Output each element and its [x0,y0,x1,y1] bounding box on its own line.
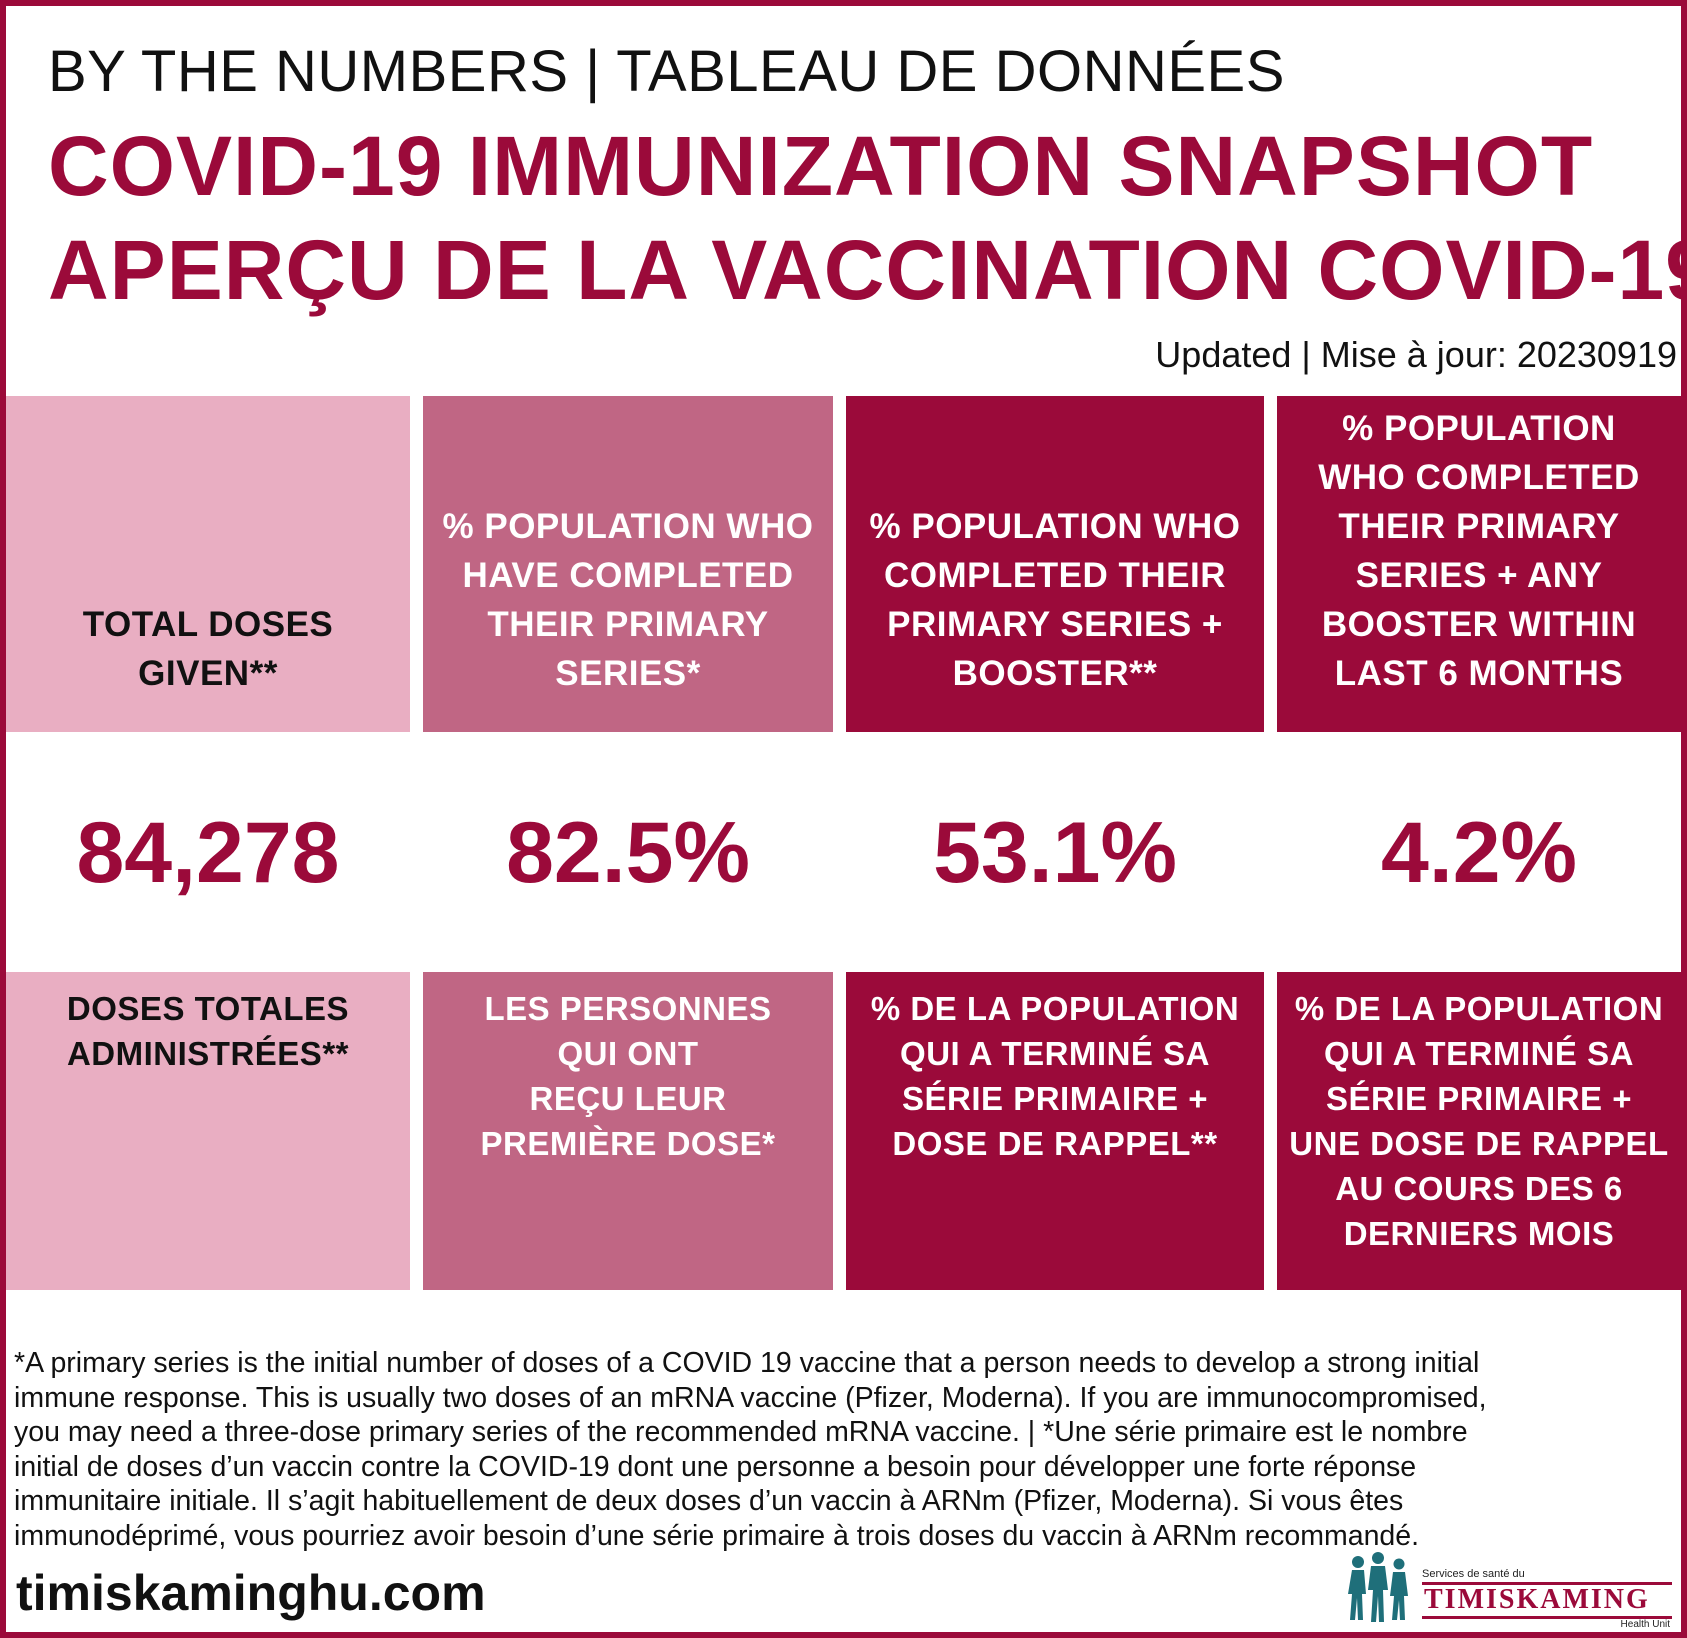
logo-name: TIMISKAMING [1424,1584,1650,1615]
card-3-value: 53.1% [933,805,1177,901]
card-2-label-fr: LES PERSONNES QUI ONT REÇU LEUR PREMIÈRE… [423,972,833,1290]
card-1-label-en: TOTAL DOSES GIVEN** [6,396,410,732]
card-3-label-en: % POPULATION WHO COMPLETED THEIR PRIMARY… [846,396,1264,732]
label-line: BOOSTER** [952,654,1158,693]
label-line: SERIES + ANY [1355,556,1603,595]
card-4-label-en: % POPULATION WHO COMPLETED THEIR PRIMARY… [1277,396,1681,732]
label-line: THEIR PRIMARY [1338,507,1620,546]
footnote-line: you may need a three-dose primary series… [14,1416,1468,1448]
card-4-label-fr: % DE LA POPULATION QUI A TERMINÉ SA SÉRI… [1277,972,1681,1290]
card-1-label-fr: DOSES TOTALES ADMINISTRÉES** [6,972,410,1290]
label-line: SÉRIE PRIMAIRE + [902,1080,1208,1117]
label-line: % POPULATION WHO [869,507,1241,546]
title-french: APERÇU DE LA VACCINATION COVID-19 [48,223,1687,317]
label-line: DERNIERS MOIS [1343,1215,1615,1252]
label-line: DOSES TOTALES [66,990,350,1027]
footnote-line: immune response. This is usually two dos… [14,1381,1487,1414]
label-line: % POPULATION [1342,409,1616,448]
label-line: HAVE COMPLETED [462,556,794,595]
kicker-heading: BY THE NUMBERS | TABLEAU DE DONNÉES [48,39,1285,104]
label-line: QUI A TERMINÉ SA [1324,1035,1634,1072]
label-line: QUI A TERMINÉ SA [900,1035,1210,1072]
timiskaming-logo: Services de santé du TIMISKAMING Health … [1344,1550,1674,1630]
logo-tagline: Health Unit [1620,1619,1670,1630]
logo-small-text: Services de santé du [1422,1568,1525,1580]
label-line: LES PERSONNES [484,990,772,1027]
footnote-line: initial de doses d’un vaccin contre la C… [14,1450,1417,1483]
footnote: *A primary series is the initial number … [14,1346,1674,1553]
card-3-label-fr: % DE LA POPULATION QUI A TERMINÉ SA SÉRI… [846,972,1264,1290]
label-line: THEIR PRIMARY [487,605,769,644]
label-line: LAST 6 MONTHS [1334,654,1624,693]
label-line: % DE LA POPULATION [870,990,1240,1027]
card-2-value: 82.5% [506,805,750,901]
label-line: % POPULATION WHO [442,507,814,546]
label-line: GIVEN** [138,654,278,693]
footnote-line: immunitaire initiale. Il s’agit habituel… [14,1485,1404,1517]
label-line: WHO COMPLETED [1318,458,1640,497]
label-line: AU COURS DES 6 [1335,1170,1623,1207]
website-link[interactable]: timiskaminghu.com [16,1565,486,1621]
label-line: ADMINISTRÉES** [66,1035,350,1072]
title-english: COVID-19 IMMUNIZATION SNAPSHOT [48,119,1594,213]
label-line: REÇU LEUR [529,1080,727,1117]
label-line: QUI ONT [557,1035,699,1072]
card-2-label-en: % POPULATION WHO HAVE COMPLETED THEIR PR… [423,396,833,732]
health-unit-people-icon [1344,1550,1414,1626]
logo-rule [1422,1616,1672,1619]
label-line: TOTAL DOSES [82,605,334,644]
label-line: % DE LA POPULATION [1294,990,1664,1027]
updated-date: Updated | Mise à jour: 20230919 [1155,334,1677,375]
label-line: PRIMARY SERIES + [887,605,1223,644]
label-line: COMPLETED THEIR [884,556,1226,595]
label-line: PREMIÈRE DOSE* [480,1125,776,1162]
card-1-value: 84,278 [76,805,340,901]
logo-rule [1422,1582,1672,1585]
label-line: SÉRIE PRIMAIRE + [1326,1080,1632,1117]
card-4-value: 4.2% [1380,805,1578,901]
footnote-line: immunodéprimé, vous pourriez avoir besoi… [14,1519,1420,1552]
label-line: SERIES* [555,654,701,693]
footnote-line: *A primary series is the initial number … [14,1347,1480,1379]
label-line: UNE DOSE DE RAPPEL [1289,1125,1669,1162]
label-line: BOOSTER WITHIN [1321,605,1637,644]
label-line: DOSE DE RAPPEL** [892,1125,1218,1162]
